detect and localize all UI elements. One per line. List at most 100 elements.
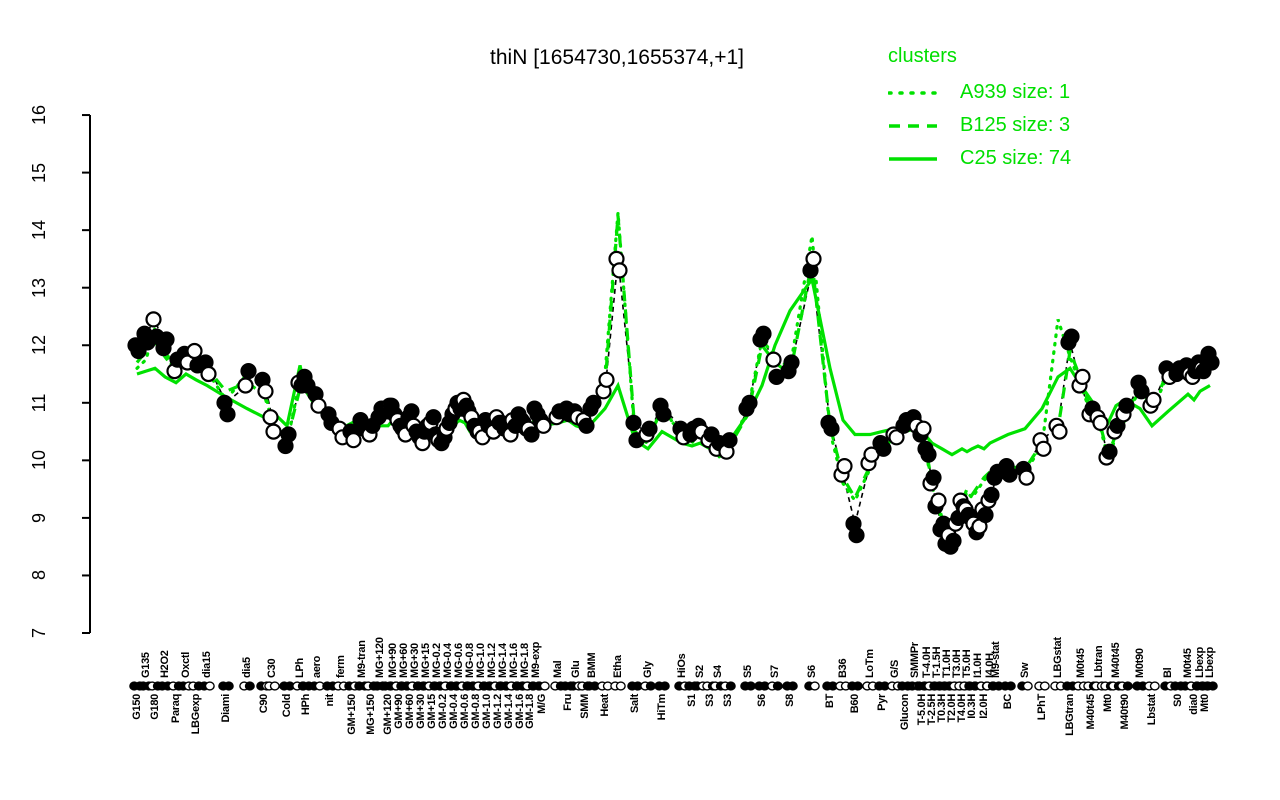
filled-point xyxy=(523,426,540,443)
rug-point xyxy=(244,681,255,691)
filled-point xyxy=(977,506,994,524)
filled-point xyxy=(1063,328,1080,345)
filled-point xyxy=(578,417,595,434)
x-axis-label: I0.3H xyxy=(966,694,978,719)
legend-line-sample-solid xyxy=(889,156,937,161)
open-point xyxy=(237,377,254,394)
x-axis-label: LBGstat xyxy=(1052,637,1064,678)
filled-point xyxy=(280,426,297,443)
x-axis-label: I1.0H xyxy=(972,653,984,678)
filled-point xyxy=(219,406,236,423)
x-axis-label: Mal xyxy=(552,660,564,678)
x-axis-label: M40t45 xyxy=(1085,694,1097,730)
x-axis-label: Heat xyxy=(599,694,611,717)
y-axis-label: 8 xyxy=(29,570,49,581)
rug-point xyxy=(1122,681,1133,691)
cluster-legend: clusters A939 size: 1 B125 size: 3 C25 siz… xyxy=(888,45,1071,175)
filled-point xyxy=(875,440,892,457)
open-point xyxy=(930,492,947,509)
filled-point xyxy=(721,432,738,449)
filled-point xyxy=(925,469,942,486)
filled-point xyxy=(1118,397,1135,414)
x-axis-label: Bl xyxy=(1162,667,1174,678)
rug-point xyxy=(809,681,820,691)
x-axis-label: GM-1.8 xyxy=(524,694,536,729)
x-axis-label: Paraq xyxy=(170,694,182,724)
y-axis-label: 11 xyxy=(29,393,49,413)
rug-point xyxy=(787,681,798,691)
rug-point xyxy=(1207,681,1218,691)
y-axis-label: 9 xyxy=(29,512,49,523)
x-axis-label: M9-stat xyxy=(990,641,1002,678)
x-axis-label: SMM xyxy=(579,694,591,719)
x-axis-label: S3 xyxy=(722,694,734,707)
filled-point xyxy=(983,486,1000,503)
x-axis-label: Mt0 xyxy=(1102,694,1114,713)
open-point xyxy=(611,262,628,279)
x-axis-label: M0t45 xyxy=(1182,648,1194,678)
open-point xyxy=(200,365,217,383)
open-point xyxy=(535,417,552,434)
x-axis-label: Lbtran xyxy=(1093,645,1105,678)
filled-point xyxy=(755,325,772,342)
legend-title: clusters xyxy=(888,45,957,67)
filled-point xyxy=(783,354,800,371)
rug-point xyxy=(1022,681,1033,691)
rug-point xyxy=(852,681,863,691)
x-axis-label: Mt0 xyxy=(1199,694,1211,713)
expression-points xyxy=(127,250,1220,555)
filled-point xyxy=(655,406,672,423)
x-axis-label: M9-tran xyxy=(356,640,368,678)
rug-point xyxy=(772,681,783,691)
replicate-rug xyxy=(129,681,1218,691)
plot-title: thiN [1654730,1655374,+1] xyxy=(490,46,744,69)
x-axis-label: LPhT xyxy=(1036,694,1048,721)
rug-point xyxy=(725,681,736,691)
x-axis-label: M0t90 xyxy=(1134,648,1146,678)
x-axis-label: Glucon xyxy=(899,694,911,731)
rug-point xyxy=(223,681,234,691)
y-axis-label: 15 xyxy=(29,162,49,183)
open-point xyxy=(1145,391,1162,408)
y-axis-label: 10 xyxy=(29,450,49,471)
x-axis-label: LoTm xyxy=(864,649,876,678)
open-point xyxy=(915,420,932,437)
x-axis-label: LPh xyxy=(294,658,306,678)
open-point xyxy=(262,409,279,426)
legend-entry-B125: B125 size: 3 xyxy=(888,109,1071,142)
x-axis-label: M40t45 xyxy=(1110,642,1122,679)
rug-point xyxy=(269,681,280,691)
filled-point xyxy=(1203,354,1220,371)
x-axis-label: ferm xyxy=(335,655,347,678)
rug-point xyxy=(645,681,656,691)
legend-line-sample-dotted xyxy=(888,90,938,95)
x-axis-label: LBGexp xyxy=(190,694,202,735)
y-axis-label: 14 xyxy=(29,220,49,241)
x-axis-label: Oxctl xyxy=(180,651,192,678)
open-point xyxy=(1051,423,1068,440)
x-axis-label: S6 xyxy=(756,694,768,707)
x-axis-label: M/G xyxy=(536,694,548,714)
x-axis-label: B36 xyxy=(837,658,849,678)
open-point xyxy=(598,371,615,388)
open-point xyxy=(1074,368,1091,385)
rug-point xyxy=(1149,681,1160,691)
x-axis-label: S0 xyxy=(1172,694,1184,707)
filled-point xyxy=(585,394,602,411)
x-axis-label: Pyr xyxy=(876,694,888,711)
open-point xyxy=(888,429,905,446)
x-axis-label: Sw xyxy=(1019,662,1031,678)
rug-point xyxy=(204,681,215,691)
x-axis-label: aero xyxy=(311,655,323,678)
legend-entries: A939 size: 1 B125 size: 3 C25 size: 74 xyxy=(888,76,1071,175)
x-axis-label: S1 xyxy=(686,694,698,707)
x-axis-label: Etha xyxy=(612,655,624,678)
filled-point xyxy=(403,403,420,420)
x-axis-label: G135 xyxy=(140,652,152,678)
x-axis-label: C90 xyxy=(258,694,270,714)
open-point xyxy=(805,250,822,267)
x-axis-label: S2 xyxy=(694,665,706,678)
x-axis-label: S8 xyxy=(784,694,796,707)
open-point xyxy=(765,351,782,368)
